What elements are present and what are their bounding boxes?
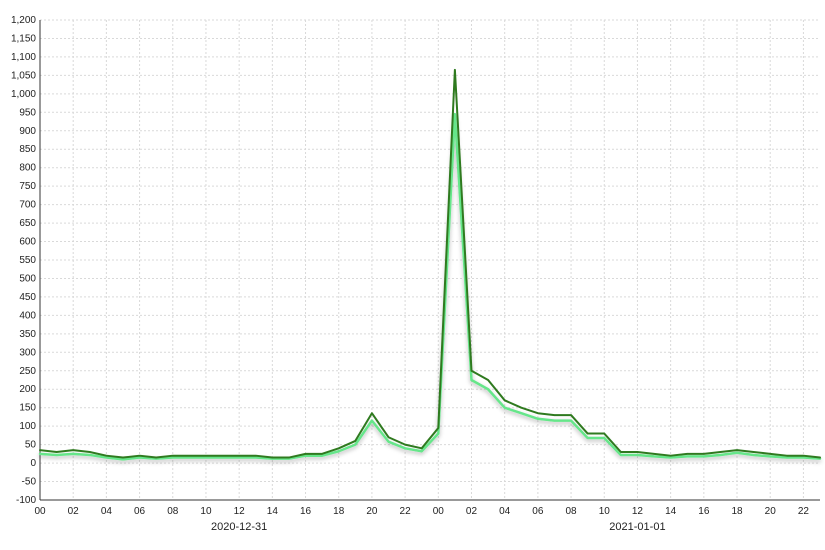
- y-tick-label: 600: [19, 237, 36, 248]
- y-tick-label: 0: [30, 458, 36, 469]
- y-tick-label: -100: [16, 495, 36, 506]
- x-tick-label: 14: [665, 506, 677, 517]
- x-tick-label: 06: [532, 506, 544, 517]
- y-tick-label: 200: [19, 384, 36, 395]
- y-tick-label: 1,050: [11, 70, 36, 81]
- x-date-label: 2021-01-01: [609, 521, 665, 533]
- x-tick-label: 00: [433, 506, 445, 517]
- y-tick-label: 450: [19, 292, 36, 303]
- x-tick-label: 04: [101, 506, 113, 517]
- x-date-label: 2020-12-31: [211, 521, 267, 533]
- x-tick-label: 10: [599, 506, 611, 517]
- y-tick-label: 1,100: [11, 52, 36, 63]
- x-tick-label: 20: [366, 506, 378, 517]
- y-tick-label: 1,200: [11, 15, 36, 26]
- x-tick-label: 18: [333, 506, 345, 517]
- y-tick-label: -50: [22, 477, 37, 488]
- x-tick-label: 18: [731, 506, 743, 517]
- x-tick-label: 08: [566, 506, 578, 517]
- chart-root: tazione di monitoraggio della qualità de…: [0, 0, 825, 550]
- line-chart: -100 -50 0 50 100 150 200 250 300 350 400 450 500 550…: [0, 0, 825, 550]
- x-tick-label: 22: [798, 506, 810, 517]
- x-tick-label: 02: [466, 506, 478, 517]
- y-tick-label: 150: [19, 403, 36, 414]
- x-tick-label: 22: [400, 506, 412, 517]
- y-tick-label: 700: [19, 200, 36, 211]
- x-tick-label: 04: [499, 506, 511, 517]
- x-tick-label: 10: [200, 506, 212, 517]
- y-tick-label: 850: [19, 144, 36, 155]
- y-tick-label: 1,000: [11, 89, 36, 100]
- y-tick-label: 800: [19, 163, 36, 174]
- x-tick-label: 16: [300, 506, 312, 517]
- x-tick-label: 02: [68, 506, 80, 517]
- y-tick-label: 250: [19, 366, 36, 377]
- y-tick-label: 400: [19, 310, 36, 321]
- y-tick-label: 500: [19, 273, 36, 284]
- y-tick-label: 100: [19, 421, 36, 432]
- x-tick-label: 06: [134, 506, 146, 517]
- y-tick-label: 50: [25, 440, 37, 451]
- y-tick-label: 350: [19, 329, 36, 340]
- y-tick-label: 650: [19, 218, 36, 229]
- x-tick-label: 08: [167, 506, 179, 517]
- y-tick-label: 1,150: [11, 33, 36, 44]
- x-tick-label: 14: [267, 506, 279, 517]
- y-tick-label: 900: [19, 126, 36, 137]
- y-tick-label: 550: [19, 255, 36, 266]
- x-tick-label: 12: [234, 506, 246, 517]
- x-tick-label: 12: [632, 506, 644, 517]
- x-tick-label: 00: [34, 506, 46, 517]
- y-tick-label: 300: [19, 347, 36, 358]
- y-tick-label: 750: [19, 181, 36, 192]
- y-tick-label: 950: [19, 107, 36, 118]
- x-tick-label: 16: [698, 506, 710, 517]
- x-tick-label: 20: [765, 506, 777, 517]
